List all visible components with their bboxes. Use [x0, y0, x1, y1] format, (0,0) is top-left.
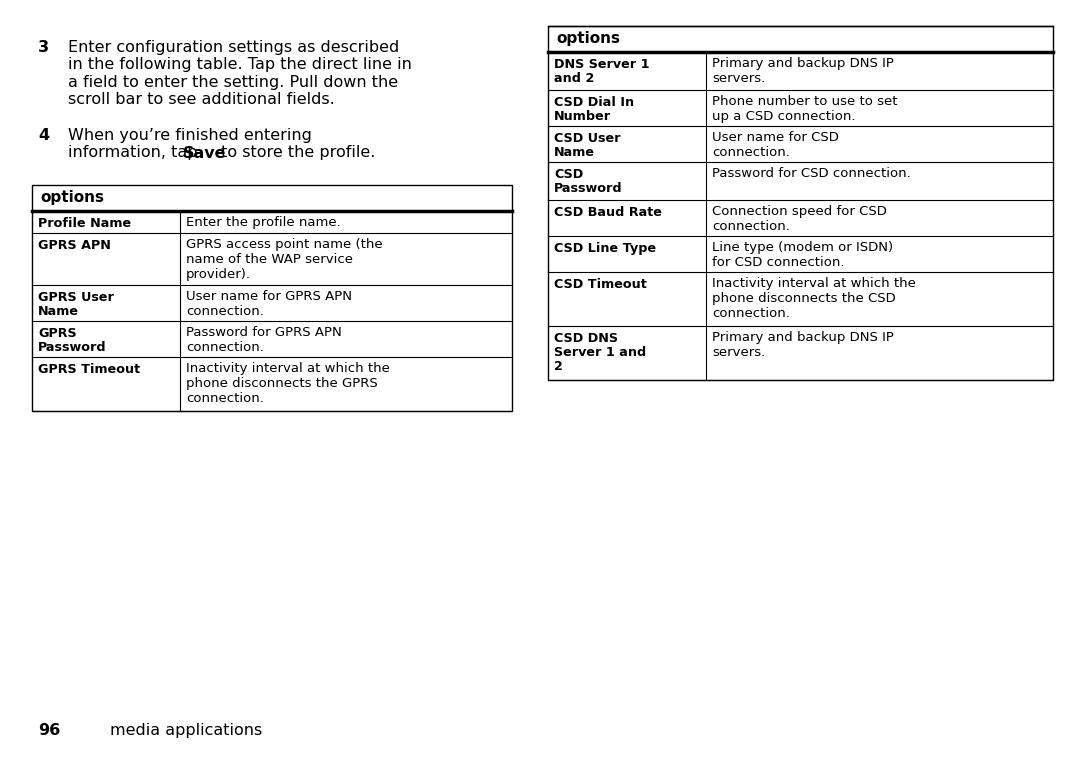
Text: in the following table. Tap the direct line in: in the following table. Tap the direct l…	[68, 57, 411, 73]
Text: Name: Name	[554, 146, 595, 159]
Text: connection.: connection.	[186, 305, 264, 318]
Text: phone disconnects the CSD: phone disconnects the CSD	[712, 292, 895, 305]
Text: 2: 2	[554, 360, 563, 373]
Text: Enter configuration settings as described: Enter configuration settings as describe…	[68, 40, 400, 55]
Text: Number: Number	[554, 110, 611, 123]
Text: information, tap: information, tap	[68, 146, 203, 161]
Text: Save: Save	[183, 146, 227, 161]
Text: User name for CSD: User name for CSD	[712, 131, 839, 144]
Text: Phone number to use to set: Phone number to use to set	[712, 95, 897, 108]
Text: connection.: connection.	[712, 220, 789, 233]
Bar	[548, 26, 1053, 380]
Bar	[32, 185, 512, 411]
Text: Password: Password	[38, 341, 107, 354]
Text: Password for GPRS APN: Password for GPRS APN	[186, 326, 341, 339]
Text: to store the profile.: to store the profile.	[216, 146, 376, 161]
Text: 3: 3	[38, 40, 49, 55]
Text: connection.: connection.	[186, 341, 264, 354]
Text: connection.: connection.	[712, 146, 789, 159]
Text: Connection speed for CSD: Connection speed for CSD	[712, 205, 887, 218]
Text: When you’re finished entering: When you’re finished entering	[68, 128, 312, 143]
Text: phone disconnects the GPRS: phone disconnects the GPRS	[186, 377, 378, 390]
Text: provider).: provider).	[186, 268, 251, 281]
Text: CSD: CSD	[554, 168, 583, 181]
Text: servers.: servers.	[712, 72, 766, 85]
Text: servers.: servers.	[712, 346, 766, 359]
Text: Primary and backup DNS IP: Primary and backup DNS IP	[712, 57, 894, 70]
Text: 96: 96	[38, 723, 60, 738]
Text: options: options	[556, 31, 620, 46]
Text: Inactivity interval at which the: Inactivity interval at which the	[186, 362, 390, 375]
Text: User name for GPRS APN: User name for GPRS APN	[186, 290, 352, 303]
Text: DNS Server 1: DNS Server 1	[554, 58, 649, 71]
Text: GPRS Timeout: GPRS Timeout	[38, 363, 140, 376]
Text: GPRS APN: GPRS APN	[38, 239, 111, 252]
Text: connection.: connection.	[186, 392, 264, 405]
Text: a field to enter the setting. Pull down the: a field to enter the setting. Pull down …	[68, 75, 399, 90]
Text: connection.: connection.	[712, 307, 789, 320]
Text: Line type (modem or ISDN): Line type (modem or ISDN)	[712, 241, 893, 254]
Text: CSD Line Type: CSD Line Type	[554, 242, 657, 255]
Text: media applications: media applications	[110, 723, 262, 738]
Text: GPRS: GPRS	[38, 327, 77, 340]
Text: CSD Baud Rate: CSD Baud Rate	[554, 206, 662, 219]
Text: Password: Password	[554, 182, 623, 195]
Text: GPRS User: GPRS User	[38, 291, 113, 304]
Text: Primary and backup DNS IP: Primary and backup DNS IP	[712, 331, 894, 344]
Text: Profile Name: Profile Name	[38, 217, 131, 230]
Text: Server 1 and: Server 1 and	[554, 346, 646, 359]
Text: and 2: and 2	[554, 72, 594, 85]
Text: 4: 4	[38, 128, 49, 143]
Text: Enter the profile name.: Enter the profile name.	[186, 216, 341, 229]
Text: name of the WAP service: name of the WAP service	[186, 253, 353, 266]
Text: Name: Name	[38, 305, 79, 318]
Text: scroll bar to see additional fields.: scroll bar to see additional fields.	[68, 93, 335, 107]
Text: GPRS access point name (the: GPRS access point name (the	[186, 238, 382, 251]
Text: options: options	[40, 190, 104, 205]
Text: CSD DNS: CSD DNS	[554, 332, 618, 345]
Text: Password for CSD connection.: Password for CSD connection.	[712, 167, 910, 180]
Text: CSD Timeout: CSD Timeout	[554, 278, 647, 291]
Text: up a CSD connection.: up a CSD connection.	[712, 110, 855, 123]
Text: CSD User: CSD User	[554, 132, 621, 145]
Text: for CSD connection.: for CSD connection.	[712, 256, 845, 269]
Text: Inactivity interval at which the: Inactivity interval at which the	[712, 277, 916, 290]
Text: CSD Dial In: CSD Dial In	[554, 96, 634, 109]
